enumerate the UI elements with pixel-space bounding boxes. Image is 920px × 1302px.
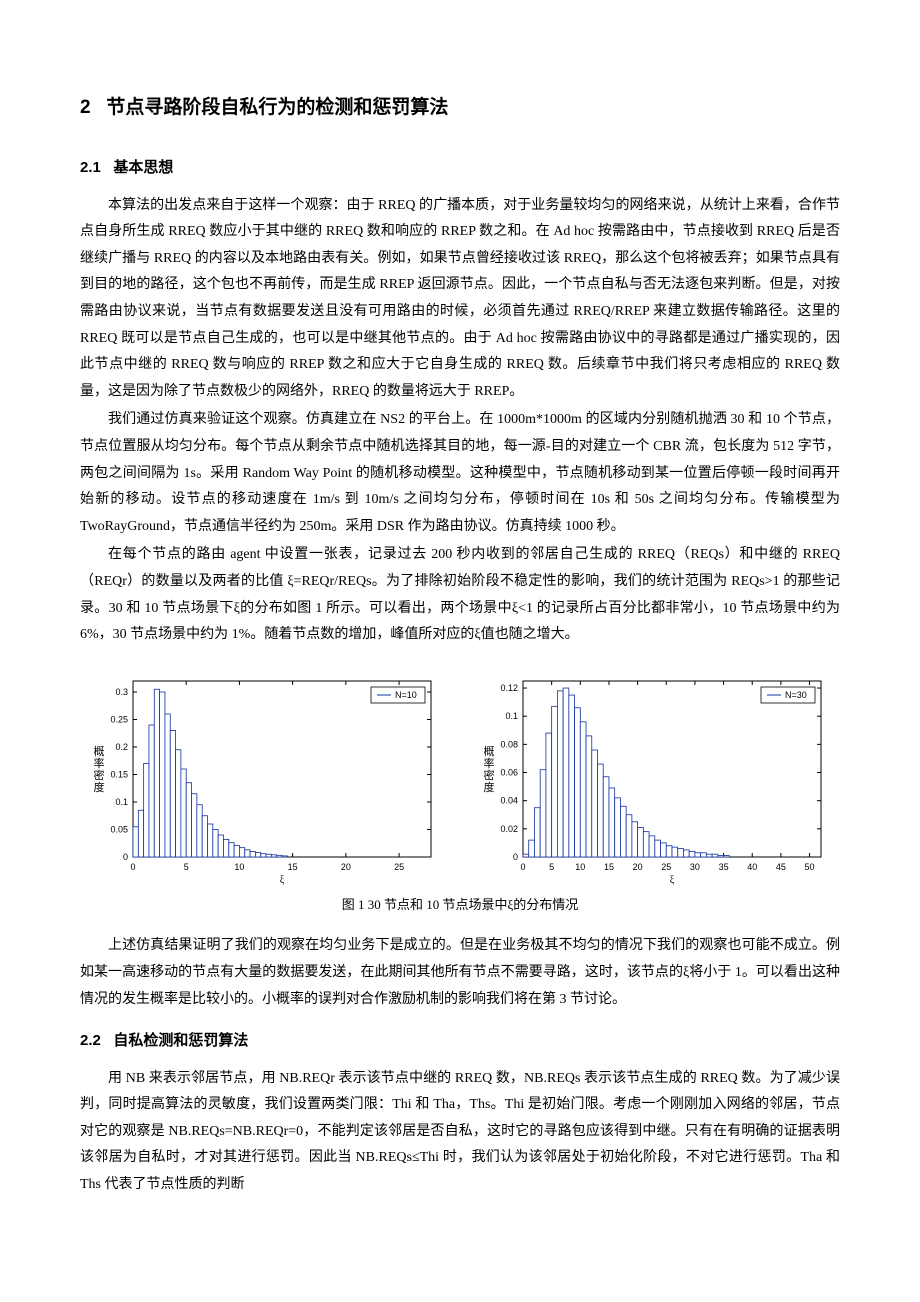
paragraph-2-1-2: 我们通过仿真来验证这个观察。仿真建立在 NS2 的平台上。在 1000m*100… (80, 407, 840, 540)
subsection-2-1-heading: 2.1 基本思想 (80, 154, 840, 183)
svg-text:35: 35 (719, 862, 729, 872)
svg-text:率: 率 (94, 756, 105, 770)
paragraph-2-1-4: 上述仿真结果证明了我们的观察在均匀业务下是成立的。但是在业务极其不均匀的情况下我… (80, 933, 840, 1013)
paragraph-2-1-1: 本算法的出发点来自于这样一个观察：由于 RREQ 的广播本质，对于业务量较均匀的… (80, 193, 840, 406)
svg-text:50: 50 (805, 862, 815, 872)
svg-text:0.25: 0.25 (110, 714, 128, 724)
svg-text:ξ: ξ (280, 875, 285, 886)
svg-text:概: 概 (484, 745, 495, 758)
subsection-title: 自私检测和惩罚算法 (113, 1032, 248, 1049)
subsection-number: 2.1 (80, 159, 101, 176)
svg-text:0: 0 (513, 852, 518, 862)
svg-text:0.08: 0.08 (500, 739, 518, 749)
svg-text:10: 10 (575, 862, 585, 872)
svg-text:ξ: ξ (670, 875, 675, 886)
svg-text:密: 密 (484, 768, 495, 782)
svg-text:0.04: 0.04 (500, 795, 518, 805)
svg-text:0.3: 0.3 (115, 687, 128, 697)
svg-text:0.1: 0.1 (505, 711, 518, 721)
svg-text:5: 5 (549, 862, 554, 872)
svg-text:0: 0 (123, 852, 128, 862)
svg-text:20: 20 (341, 862, 351, 872)
svg-text:0.2: 0.2 (115, 742, 128, 752)
subsection-number: 2.2 (80, 1032, 101, 1049)
svg-text:度: 度 (484, 780, 495, 794)
chart-right-n30: 0 0.02 0.04 0.06 0.08 0.1 0.12 0 5 10 15 20 25 30 35 40… (470, 667, 840, 887)
svg-text:N=30: N=30 (785, 690, 807, 700)
svg-text:25: 25 (394, 862, 404, 872)
subsection-title: 基本思想 (113, 159, 173, 176)
svg-text:率: 率 (484, 756, 495, 770)
svg-text:0: 0 (520, 862, 525, 872)
subsection-2-2-heading: 2.2 自私检测和惩罚算法 (80, 1027, 840, 1056)
svg-text:45: 45 (776, 862, 786, 872)
section-heading: 2 节点寻路阶段自私行为的检测和惩罚算法 (80, 90, 840, 126)
svg-text:15: 15 (288, 862, 298, 872)
figure-1-caption: 图 1 30 节点和 10 节点场景中ξ的分布情况 (80, 893, 840, 918)
figure-1-charts: 00.050.10.150.20.250.30510152025ξ概率密度N=1… (80, 667, 840, 887)
svg-text:40: 40 (747, 862, 757, 872)
svg-text:0.12: 0.12 (500, 683, 518, 693)
svg-text:10: 10 (234, 862, 244, 872)
svg-text:30: 30 (690, 862, 700, 872)
chart-left-svg: 0 0.05 0.1 0.15 0.2 0.25 0.3 0 5 10 15 20 25 ξ 概率密度 N=1… (85, 667, 445, 887)
svg-text:0.05: 0.05 (110, 824, 128, 834)
svg-text:0.1: 0.1 (115, 797, 128, 807)
svg-text:0: 0 (130, 862, 135, 872)
svg-text:概: 概 (94, 745, 105, 758)
section-title: 节点寻路阶段自私行为的检测和惩罚算法 (106, 97, 448, 118)
section-number: 2 (80, 97, 91, 118)
svg-text:0.02: 0.02 (500, 824, 518, 834)
svg-text:N=10: N=10 (395, 690, 417, 700)
paragraph-2-2-1: 用 NB 来表示邻居节点，用 NB.REQr 表示该节点中继的 RREQ 数，N… (80, 1066, 840, 1199)
chart-left-n10: 0 0.05 0.1 0.15 0.2 0.25 0.3 0 5 10 15 20 25 ξ 概率密度 N=1… (80, 667, 450, 887)
svg-text:度: 度 (94, 780, 105, 794)
svg-text:15: 15 (604, 862, 614, 872)
svg-text:0.06: 0.06 (500, 767, 518, 777)
svg-text:25: 25 (661, 862, 671, 872)
chart-right-svg: 0 0.02 0.04 0.06 0.08 0.1 0.12 0 5 10 15 20 25 30 35 40… (475, 667, 835, 887)
svg-text:20: 20 (633, 862, 643, 872)
svg-text:密: 密 (94, 768, 105, 782)
paragraph-2-1-3: 在每个节点的路由 agent 中设置一张表，记录过去 200 秒内收到的邻居自己… (80, 542, 840, 648)
svg-text:5: 5 (184, 862, 189, 872)
svg-text:0.15: 0.15 (110, 769, 128, 779)
